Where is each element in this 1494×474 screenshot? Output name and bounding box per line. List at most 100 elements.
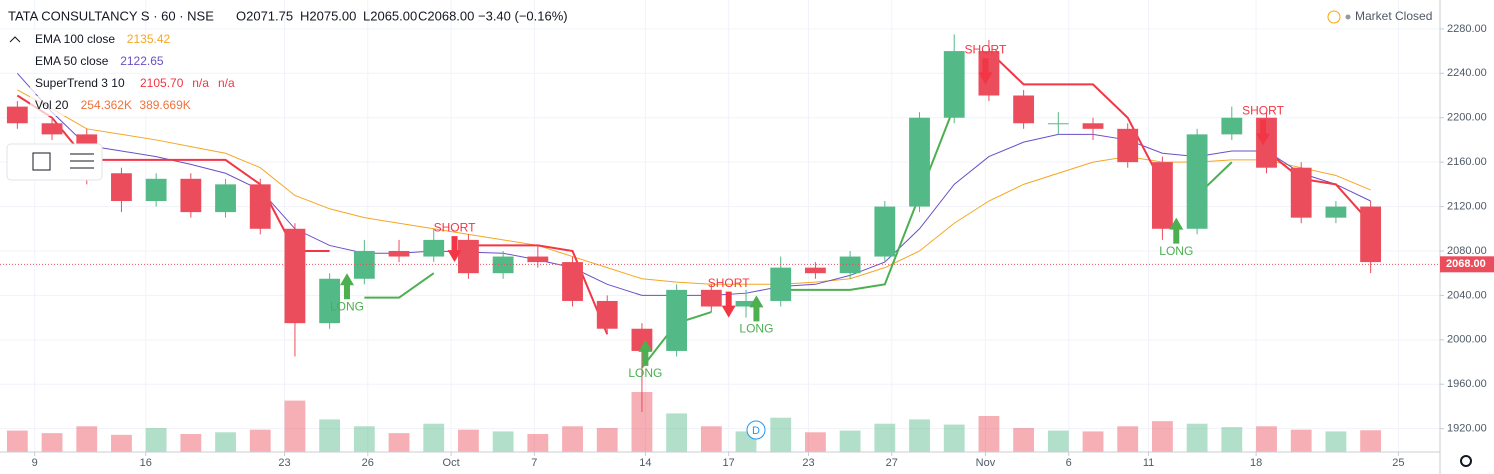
signal-label: LONG	[1159, 244, 1193, 258]
ohlc-low: L2065.00	[363, 8, 417, 23]
volume-bar	[1152, 421, 1173, 452]
ohlc-change: −3.40 (−0.16%)	[478, 8, 568, 23]
candle-body	[805, 267, 826, 274]
candle-body	[1152, 162, 1173, 229]
x-tick-label: 23	[802, 457, 814, 469]
signal-arrow	[1256, 119, 1271, 146]
volume-bar	[388, 433, 410, 452]
signal-label: SHORT	[965, 43, 1007, 57]
volume-bar	[700, 426, 722, 452]
legend-value: 2135.42	[127, 32, 171, 46]
warning-icon[interactable]	[1327, 10, 1341, 24]
candle-body	[1256, 117, 1277, 168]
signal-label: LONG	[739, 322, 773, 336]
x-tick-label: Nov	[976, 457, 996, 469]
legend-name: EMA 50 close	[35, 54, 109, 68]
candle-body	[249, 184, 271, 229]
candle-body	[909, 117, 930, 207]
y-tick-label: 1920.00	[1447, 423, 1487, 435]
last-price-label: 2068.00	[1446, 258, 1486, 270]
volume-bar	[353, 426, 375, 452]
volume-bar	[1047, 430, 1069, 452]
signal-arrow	[721, 291, 736, 318]
indicator-line	[364, 106, 1233, 369]
signal-label: LONG	[330, 299, 364, 313]
signal-label: SHORT	[708, 276, 750, 290]
x-tick-label: 16	[140, 457, 152, 469]
legend-value: 254.362K	[81, 98, 132, 112]
volume-bar	[1256, 426, 1277, 452]
volume-bar	[492, 431, 514, 452]
ohlc-open: O2071.75	[236, 8, 293, 23]
volume-bar	[284, 400, 306, 452]
x-tick-label: 11	[1143, 457, 1154, 469]
candle-body	[6, 106, 28, 124]
legend-bg	[30, 74, 270, 94]
candle-body	[215, 184, 236, 213]
volume-bar	[319, 419, 341, 452]
volume-bar	[1360, 430, 1382, 452]
header: TATA CONSULTANCY S · 60 · NSE O2071.75 H…	[8, 8, 1432, 24]
candle-body	[388, 250, 410, 257]
volume-pane	[6, 392, 1382, 452]
settings-button[interactable]	[1460, 455, 1472, 467]
volume-bar	[6, 430, 28, 452]
x-tick-label: 14	[639, 457, 651, 469]
volume-bar	[458, 429, 479, 452]
candle-body	[839, 256, 861, 274]
rect-tool[interactable]	[32, 152, 51, 171]
volume-bar	[596, 428, 618, 452]
candle-body	[423, 239, 445, 257]
menu-tool[interactable]	[70, 153, 94, 169]
volume-bar	[770, 417, 792, 452]
candle-body	[735, 300, 757, 307]
x-tick-label: 27	[886, 457, 898, 469]
candle-body	[458, 239, 479, 274]
x-tick-label: 9	[32, 457, 38, 469]
toolbar-box	[6, 143, 103, 181]
candle-body	[666, 289, 688, 351]
volume-bar	[180, 434, 202, 452]
candle-body	[1013, 95, 1035, 124]
legend-bg	[30, 30, 270, 50]
legend-value: 389.669K	[139, 98, 190, 112]
signal-arrow	[447, 236, 462, 263]
symbol-title: TATA CONSULTANCY S · 60 · NSE	[8, 8, 214, 23]
legend-name: Vol 20	[35, 98, 69, 112]
candle-body	[145, 178, 167, 202]
signal-arrow	[978, 58, 993, 85]
y-tick-label: 2040.00	[1447, 289, 1487, 301]
candle-body	[874, 206, 896, 257]
y-tick-label: 2120.00	[1447, 200, 1487, 212]
x-tick-label: Oct	[443, 457, 460, 469]
y-tick-label: 2200.00	[1447, 112, 1487, 124]
y-tick-label: 2240.00	[1447, 67, 1487, 79]
x-tick-label: 7	[531, 457, 537, 469]
candle-body	[700, 289, 722, 307]
candle-body	[770, 267, 792, 301]
y-tick-label: 2280.00	[1447, 23, 1487, 35]
collapse-legend[interactable]	[9, 36, 21, 43]
volume-bar	[943, 424, 965, 452]
volume-bar	[1082, 431, 1104, 452]
volume-bar	[1221, 427, 1243, 452]
volume-bar	[978, 416, 1000, 452]
volume-bar	[1013, 428, 1035, 452]
volume-bar	[909, 419, 930, 452]
candle-body	[492, 256, 514, 274]
volume-bar	[111, 434, 132, 452]
legend-name: SuperTrend 3 10	[35, 76, 125, 90]
volume-bar	[805, 432, 826, 452]
x-tick-label: 17	[723, 457, 735, 469]
candle-body	[319, 278, 341, 324]
candle-body	[111, 173, 132, 202]
volume-bar	[874, 423, 896, 452]
candle-body	[41, 123, 63, 135]
signal-label: SHORT	[434, 220, 476, 234]
volume-bar	[41, 433, 63, 452]
volume-bar	[76, 426, 98, 452]
market-status: Market Closed	[1355, 9, 1432, 23]
drawing-toolbar	[6, 143, 103, 181]
